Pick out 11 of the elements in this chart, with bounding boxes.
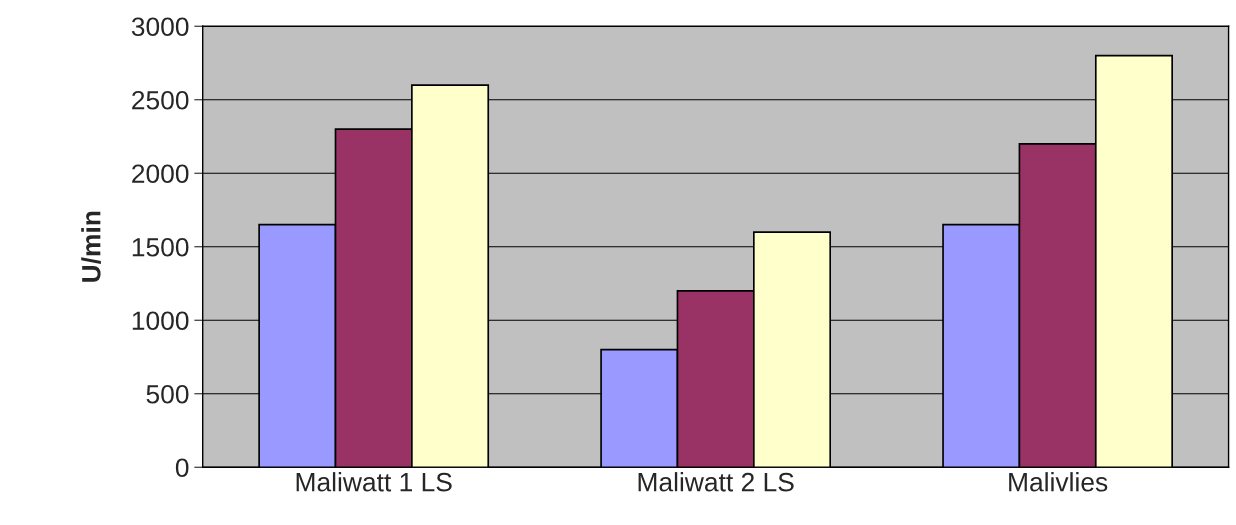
- x-tick-label: Malivlies: [1009, 472, 1108, 492]
- y-axis-title: U/min: [81, 211, 101, 282]
- y-tick-label: 500: [146, 384, 189, 404]
- y-tick-label: 2000: [132, 164, 189, 184]
- x-tick-label: Maliwatt 2 LS: [638, 472, 794, 492]
- y-tick-label: 0: [175, 458, 189, 478]
- y-tick-label: 1500: [132, 237, 189, 257]
- y-tick-label: 3000: [131, 17, 189, 37]
- y-tick-label: 1000: [132, 311, 189, 331]
- y-tick-label: 2500: [132, 90, 189, 110]
- x-tick-label: Maliwatt 1 LS: [296, 472, 452, 492]
